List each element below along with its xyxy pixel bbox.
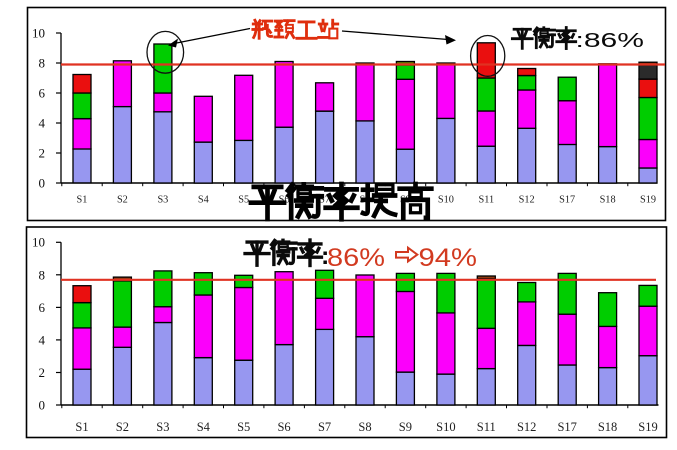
svg-text:S1: S1 xyxy=(75,420,88,434)
svg-text:94%: 94% xyxy=(419,244,478,272)
svg-text:S6: S6 xyxy=(277,420,290,434)
svg-text:S7: S7 xyxy=(319,195,330,206)
svg-text:S4: S4 xyxy=(198,195,209,206)
svg-text:S3: S3 xyxy=(157,195,168,206)
svg-text:6: 6 xyxy=(39,85,46,100)
svg-text:S11: S11 xyxy=(477,420,496,434)
svg-text:S7: S7 xyxy=(318,420,331,434)
svg-text:S8: S8 xyxy=(358,420,371,434)
svg-text:6: 6 xyxy=(39,300,46,315)
svg-text:S17: S17 xyxy=(559,195,575,206)
svg-text:10: 10 xyxy=(32,235,45,250)
svg-text:S17: S17 xyxy=(557,420,576,434)
svg-text:0: 0 xyxy=(39,175,46,190)
svg-text:S2: S2 xyxy=(117,195,128,206)
svg-text:S12: S12 xyxy=(519,195,535,206)
svg-text:8: 8 xyxy=(39,267,46,282)
svg-text:4: 4 xyxy=(39,115,46,130)
svg-text:10: 10 xyxy=(32,25,45,40)
svg-text:S11: S11 xyxy=(478,195,494,206)
svg-text:4: 4 xyxy=(39,332,46,347)
svg-text:S18: S18 xyxy=(600,195,616,206)
svg-text:S18: S18 xyxy=(598,420,617,434)
svg-text:S5: S5 xyxy=(237,420,250,434)
svg-text:0: 0 xyxy=(39,397,46,412)
svg-text:2: 2 xyxy=(39,145,46,160)
svg-text::86%: :86% xyxy=(576,29,645,52)
svg-text:S3: S3 xyxy=(156,420,169,434)
svg-text:86%: 86% xyxy=(327,244,385,272)
svg-text:S19: S19 xyxy=(638,420,657,434)
svg-text:S5: S5 xyxy=(238,195,249,206)
svg-text:8: 8 xyxy=(39,55,46,70)
svg-text:S9: S9 xyxy=(399,420,412,434)
svg-text:S1: S1 xyxy=(77,195,88,206)
svg-text:S4: S4 xyxy=(197,420,211,434)
svg-text:S12: S12 xyxy=(517,420,536,434)
svg-text::: : xyxy=(321,242,329,270)
svg-text:2: 2 xyxy=(39,365,46,380)
svg-text:S19: S19 xyxy=(640,195,656,206)
svg-text:S6: S6 xyxy=(279,195,290,206)
svg-text:S10: S10 xyxy=(438,195,454,206)
svg-text:S2: S2 xyxy=(116,420,129,434)
svg-text:S10: S10 xyxy=(436,420,455,434)
